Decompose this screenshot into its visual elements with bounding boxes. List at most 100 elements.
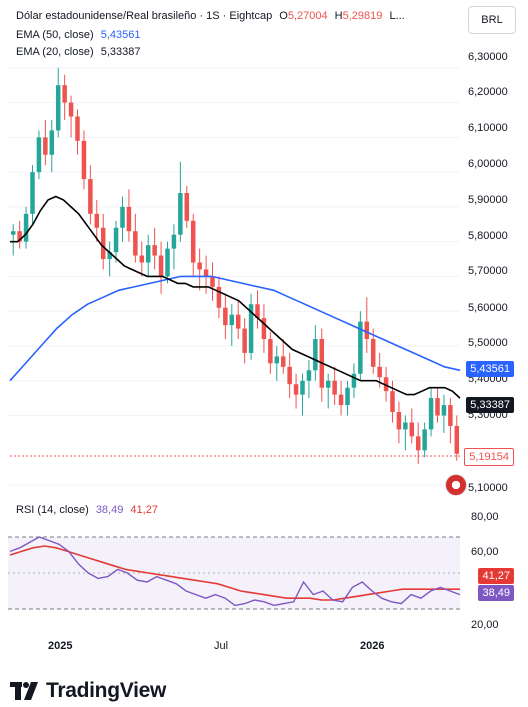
ema20-line (10, 195, 461, 399)
price-tick: 6,00000 (468, 158, 508, 170)
candle-body (248, 304, 254, 353)
candle-body (415, 436, 421, 451)
symbol-title: Dólar estadounidense/Real brasileño · 1S… (16, 10, 273, 22)
candle-body (428, 398, 434, 430)
candle-body (100, 227, 106, 260)
candle-body (441, 405, 447, 416)
candle-body (171, 234, 177, 249)
candle-body (145, 245, 151, 263)
rsi-ma-value: 41,27 (130, 504, 158, 516)
open-label: O (279, 10, 288, 22)
rsi-tick: 80,00 (471, 511, 499, 523)
rsi-value: 38,49 (95, 504, 124, 516)
candle-body (23, 213, 29, 242)
tradingview-logo[interactable]: TradingView (10, 679, 166, 703)
candle-body (223, 307, 228, 326)
time-label-2025: 2025 (48, 640, 73, 652)
candle-body (383, 377, 389, 392)
rsi-pane[interactable]: RSI (14, close) 38,49 41,27 80,00 60,00 … (8, 496, 524, 634)
rsi-ma-line (9, 545, 460, 601)
candle-body (158, 255, 164, 277)
high-label: H (334, 10, 343, 22)
price-tick: 5,80000 (468, 230, 508, 242)
ema50-legend[interactable]: EMA (50, close) 5,43561 (16, 29, 140, 41)
candle-body (332, 380, 337, 395)
candle-body (351, 373, 357, 388)
candle-body (268, 339, 273, 364)
rsi-tick: 60,00 (471, 546, 499, 558)
candle-body (178, 192, 183, 235)
candle-body (88, 179, 93, 214)
candle-body (210, 276, 215, 287)
price-tick: 6,30000 (468, 51, 508, 63)
candle-body (280, 356, 286, 367)
candle-body (338, 394, 344, 406)
candle-body (274, 356, 280, 364)
candle-body (409, 422, 415, 437)
ema20-value: 5,33387 (100, 46, 141, 58)
candle-body (293, 384, 299, 395)
rsi-ma-tag: 41,27 (478, 568, 514, 584)
candle-body (448, 405, 453, 426)
candle-body (300, 380, 305, 395)
chart-frame[interactable]: Dólar estadounidense/Real brasileño · 1S… (8, 0, 524, 660)
price-tick: 6,10000 (468, 122, 508, 134)
candle-body (94, 213, 100, 228)
candle-body (261, 318, 267, 340)
ema50-line (9, 275, 461, 382)
candle-body (377, 366, 382, 378)
price-tick: 5,70000 (468, 265, 508, 277)
time-label-2026: 2026 (360, 640, 385, 652)
candle-body (370, 339, 376, 367)
candle-body (49, 130, 55, 155)
price-tick: 6,20000 (468, 86, 508, 98)
candle-body (242, 328, 247, 353)
candle-body (81, 140, 87, 180)
candle-body (358, 321, 363, 374)
price-tick: 5,10000 (468, 482, 508, 494)
candle-body (43, 137, 48, 155)
rsi-tag: 38,49 (478, 585, 514, 601)
candle-body (68, 102, 74, 117)
candle-body (216, 286, 222, 308)
candle-body (435, 398, 440, 416)
open-value: 5,27004 (287, 10, 328, 22)
price-tick: 5,60000 (468, 302, 508, 314)
candle-body (120, 206, 125, 228)
candle-body (107, 252, 112, 260)
price-tick: 5,50000 (468, 337, 508, 349)
price-chart-svg[interactable] (8, 0, 524, 494)
candle-body (30, 172, 35, 214)
candle-body (229, 314, 235, 326)
ema50-label: EMA (50, close) (16, 29, 94, 41)
price-pane[interactable]: Dólar estadounidense/Real brasileño · 1S… (8, 0, 524, 496)
candle-body (364, 321, 370, 340)
ema20-legend[interactable]: EMA (20, close) 5,33387 (16, 46, 140, 58)
ema50-value: 5,43561 (100, 29, 141, 41)
rsi-legend[interactable]: RSI (14, close) 38,49 41,27 (16, 504, 158, 516)
candle-body (126, 206, 132, 232)
candle-body (313, 339, 318, 371)
candle-body (113, 227, 119, 253)
candle-body (197, 262, 202, 270)
candle-body (184, 192, 190, 221)
candle-body (422, 429, 427, 451)
currency-button[interactable]: BRL (468, 6, 516, 34)
candle-body (396, 412, 402, 430)
rsi-tick: 20,00 (471, 619, 499, 631)
candle-body (133, 231, 138, 256)
price-tick: 5,90000 (468, 194, 508, 206)
candle-body (390, 391, 395, 413)
candle-body (17, 231, 22, 242)
ellipsis-text: L... (389, 10, 405, 22)
candle-body (287, 366, 292, 385)
rsi-label: RSI (14, close) (16, 504, 89, 516)
rsi-chart-svg[interactable] (8, 496, 524, 634)
candle-body (325, 380, 331, 388)
candle-body (345, 387, 350, 406)
tradingview-logo-icon (10, 682, 38, 700)
candle-body (10, 231, 16, 235)
candle-body (203, 269, 209, 277)
ema20-label: EMA (20, close) (16, 46, 94, 58)
symbol-legend[interactable]: Dólar estadounidense/Real brasileño · 1S… (16, 10, 405, 22)
